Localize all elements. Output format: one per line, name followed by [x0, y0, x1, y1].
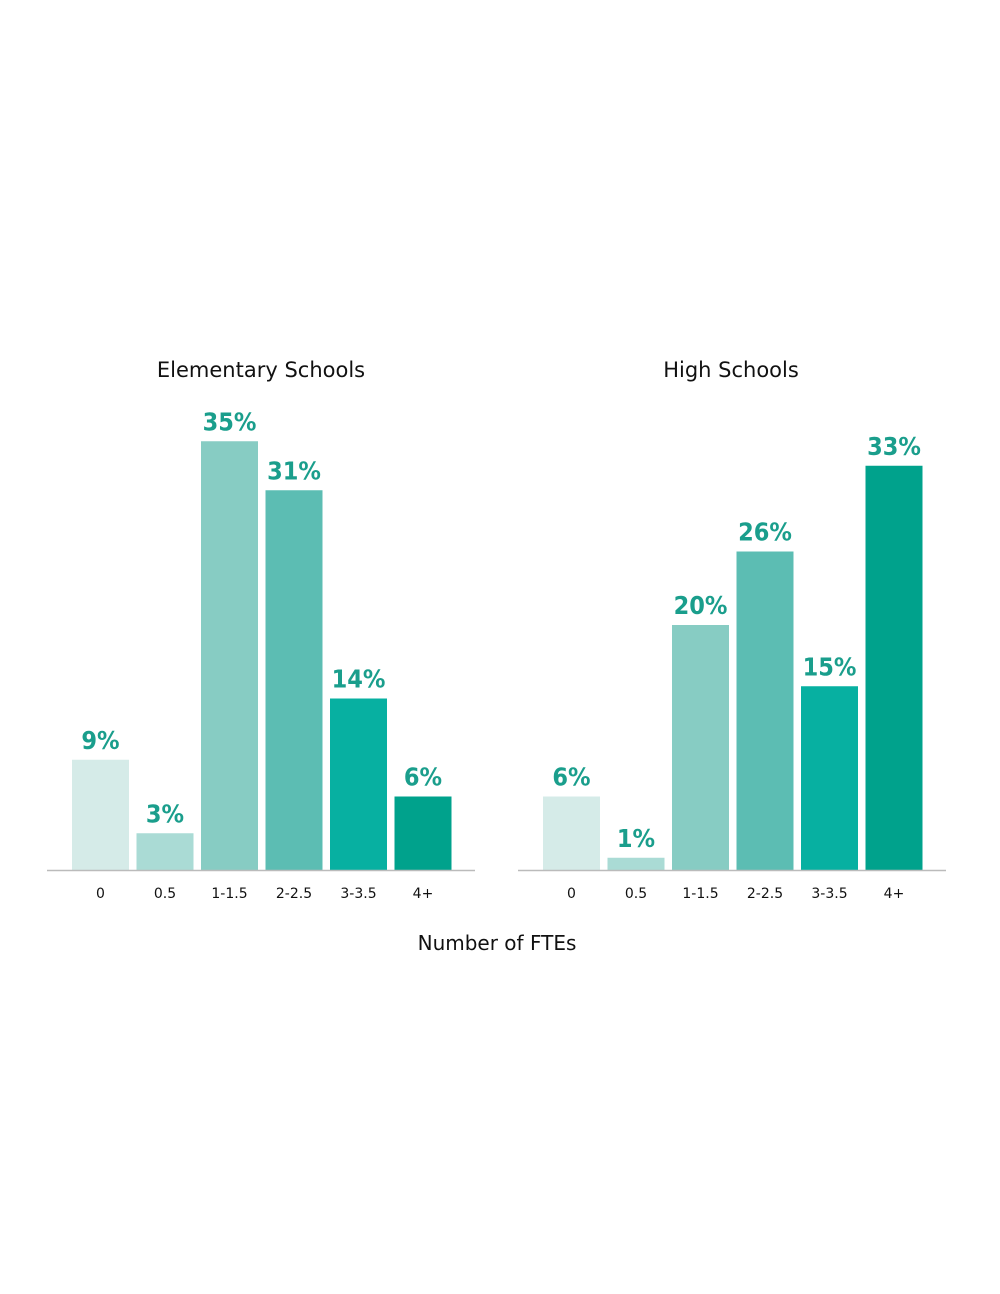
bar [330, 698, 387, 870]
x-tick-label: 2-2.5 [276, 886, 312, 902]
x-axis-title: Number of FTEs [418, 931, 577, 955]
x-tick-label: 0.5 [154, 886, 176, 902]
data-label: 26% [738, 518, 792, 547]
x-tick-label: 2-2.5 [747, 886, 783, 902]
chart-panel-2: High Schools 6% 0 1% 0.5 20% 1-1.5 26% 2-2.5 15% 3… [518, 358, 946, 902]
bar [72, 759, 129, 870]
bar [265, 490, 323, 870]
x-tick-label: 3-3.5 [340, 886, 376, 902]
x-tick-label: 1-1.5 [682, 886, 718, 902]
x-tick-label: 4+ [413, 886, 434, 902]
data-label: 35% [203, 407, 257, 436]
bar [865, 465, 923, 870]
data-label: 6% [552, 763, 590, 792]
bar [201, 441, 258, 870]
data-label: 1% [617, 824, 655, 853]
bar [136, 833, 194, 870]
x-tick-label: 0.5 [625, 886, 647, 902]
data-label: 6% [404, 763, 442, 792]
data-label: 20% [674, 591, 728, 620]
data-label: 33% [867, 432, 921, 461]
data-label: 31% [267, 456, 321, 485]
bar [672, 625, 729, 870]
data-label: 9% [81, 726, 119, 755]
bar [394, 796, 452, 870]
x-tick-label: 0 [567, 886, 576, 902]
panel-title: High Schools [663, 358, 799, 382]
data-label: 3% [146, 799, 184, 828]
x-tick-label: 4+ [884, 886, 905, 902]
x-tick-label: 1-1.5 [211, 886, 247, 902]
data-label: 14% [332, 665, 386, 694]
bar [607, 857, 665, 870]
chart-panels: Elementary Schools 9% 0 3% 0.5 35% 1-1.5 31% 2-2… [47, 358, 946, 902]
data-label: 15% [803, 652, 857, 681]
x-tick-label: 0 [96, 886, 105, 902]
x-tick-label: 3-3.5 [811, 886, 847, 902]
bar [801, 686, 858, 870]
bar [736, 551, 794, 870]
bar [543, 796, 600, 870]
panel-title: Elementary Schools [157, 358, 365, 382]
chart-panel-1: Elementary Schools 9% 0 3% 0.5 35% 1-1.5 31% 2-2… [47, 358, 475, 902]
